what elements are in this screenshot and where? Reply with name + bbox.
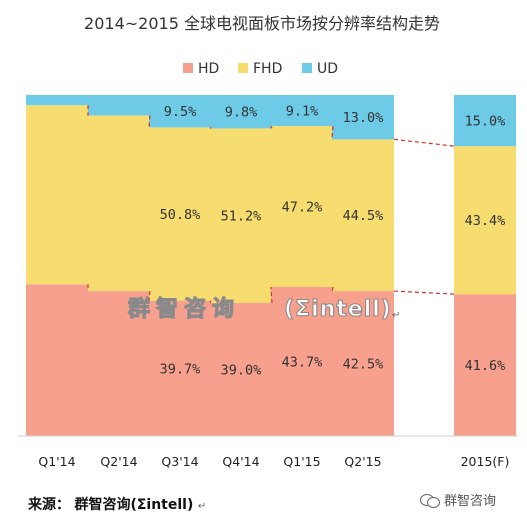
data-label-fhd-q3-14: 50.8%	[160, 207, 201, 223]
bar-ud-q1-14	[26, 95, 88, 106]
legend-label-ud: UD	[317, 61, 338, 77]
data-labels: 39.7% 50.8% 9.5% 39.0% 51.2% 9.8% 43.7% 47.2% 9.…	[160, 104, 506, 379]
bar-ud-q1-15	[271, 95, 333, 127]
source-label: 来源：	[28, 497, 70, 513]
data-label-ud-q3-14: 9.5%	[164, 104, 197, 120]
tick-label-q1-15: Q1'15	[283, 454, 320, 469]
source-value: 群智咨询(Σintell)	[74, 497, 194, 513]
bar-hd-q1-14	[26, 284, 88, 436]
connector-0-q3-14	[209, 300, 212, 304]
bar-fhd-q1-15	[271, 126, 333, 287]
tick-label-q2-15: Q2'15	[344, 454, 381, 469]
data-label-hd-2015-f: 41.6%	[465, 358, 506, 374]
bar-fhd-q1-14	[26, 105, 88, 285]
watermark: 群智咨询 (Σintell) ↵	[127, 295, 400, 322]
source-line: 来源： 群智咨询(Σintell) ↵	[28, 494, 206, 514]
data-label-fhd-q2-15: 44.5%	[343, 208, 384, 224]
data-label-hd-q4-14: 39.0%	[221, 363, 262, 379]
bar-fhd-2015-f	[454, 146, 516, 295]
watermark-text: 群智咨询	[128, 296, 240, 322]
bar-ud-2015-f	[454, 95, 516, 147]
data-label-fhd-q1-15: 47.2%	[282, 200, 323, 216]
tick-label-2015-f: 2015(F)	[461, 454, 510, 469]
data-label-hd-q1-15: 43.7%	[282, 354, 323, 370]
legend-label-fhd: FHD	[253, 61, 282, 77]
data-label-hd-q3-14: 39.7%	[160, 361, 201, 377]
connector-1-q4-14	[270, 125, 273, 129]
connector-0-q4-14	[270, 286, 273, 304]
data-label-ud-q4-14: 9.8%	[225, 105, 258, 121]
bar-hd-2015-f	[454, 294, 516, 436]
bar-hd-q2-14	[88, 291, 150, 436]
source-mark: ↵	[197, 501, 207, 512]
data-label-ud-q2-15: 13.0%	[343, 110, 384, 126]
x-axis-ticks: Q1'14 Q2'14 Q3'14 Q4'14 Q1'15 Q2'15 2015(F)	[38, 454, 509, 469]
data-label-hd-q2-15: 42.5%	[343, 357, 384, 373]
legend: HD FHD UD	[183, 61, 338, 77]
legend-swatch-hd	[183, 63, 193, 73]
connector-lines	[87, 105, 455, 304]
bar-hd-q1-15	[271, 286, 333, 436]
legend-swatch-ud	[302, 63, 312, 73]
data-label-ud-2015-f: 15.0%	[465, 114, 506, 130]
tick-label-q1-14: Q1'14	[38, 454, 75, 469]
bar-fhd-q2-14	[88, 115, 150, 292]
bar-fhd-q2-15	[332, 139, 394, 292]
wechat-icon	[420, 492, 440, 508]
connector-0-q2-14	[148, 291, 151, 301]
tick-label-q3-14: Q3'14	[161, 454, 198, 469]
connector-0-q2-15	[393, 290, 455, 295]
tick-label-q4-14: Q4'14	[222, 454, 259, 469]
data-label-fhd-2015-f: 43.4%	[465, 213, 506, 229]
bar-fhd-q3-14	[149, 127, 211, 301]
chart-title: 2014~2015 全球电视面板市场按分辨率结构走势	[84, 14, 440, 33]
connector-1-q3-14	[209, 126, 212, 129]
legend-swatch-fhd	[238, 63, 248, 73]
bar-hd-q4-14	[210, 303, 272, 436]
bar-hd-q3-14	[149, 300, 211, 436]
connector-1-q2-14	[148, 115, 151, 128]
connector-0-q1-15	[331, 286, 334, 292]
bar-ud-q3-14	[149, 95, 211, 128]
bars	[26, 95, 516, 436]
data-label-fhd-q4-14: 51.2%	[221, 209, 262, 225]
brand-watermark: 群智咨询	[420, 490, 496, 509]
bar-hd-q2-15	[332, 291, 394, 436]
bar-ud-q4-14	[210, 95, 272, 129]
bar-ud-q2-14	[88, 95, 150, 116]
bar-ud-q2-15	[332, 95, 394, 140]
legend-label-hd: HD	[198, 61, 219, 77]
brand-name: 群智咨询	[444, 494, 497, 509]
tick-label-q2-14: Q2'14	[100, 454, 137, 469]
data-label-ud-q1-15: 9.1%	[286, 104, 319, 120]
connector-1-q2-15	[393, 138, 455, 147]
connector-1-q1-15	[331, 125, 334, 140]
watermark-brand: (Σintell)	[284, 297, 392, 322]
bar-fhd-q4-14	[210, 128, 272, 304]
watermark-mark: ↵	[392, 310, 400, 321]
